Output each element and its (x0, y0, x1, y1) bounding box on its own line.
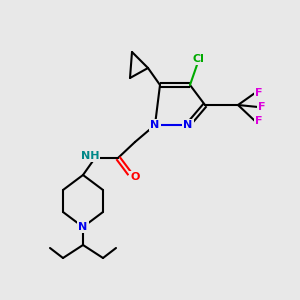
Text: Cl: Cl (192, 54, 204, 64)
Text: F: F (258, 102, 266, 112)
Text: F: F (255, 116, 263, 126)
Text: N: N (150, 120, 160, 130)
Text: N: N (183, 120, 193, 130)
Text: N: N (78, 222, 88, 232)
Text: NH: NH (81, 151, 99, 161)
Text: F: F (255, 88, 263, 98)
Text: O: O (130, 172, 140, 182)
